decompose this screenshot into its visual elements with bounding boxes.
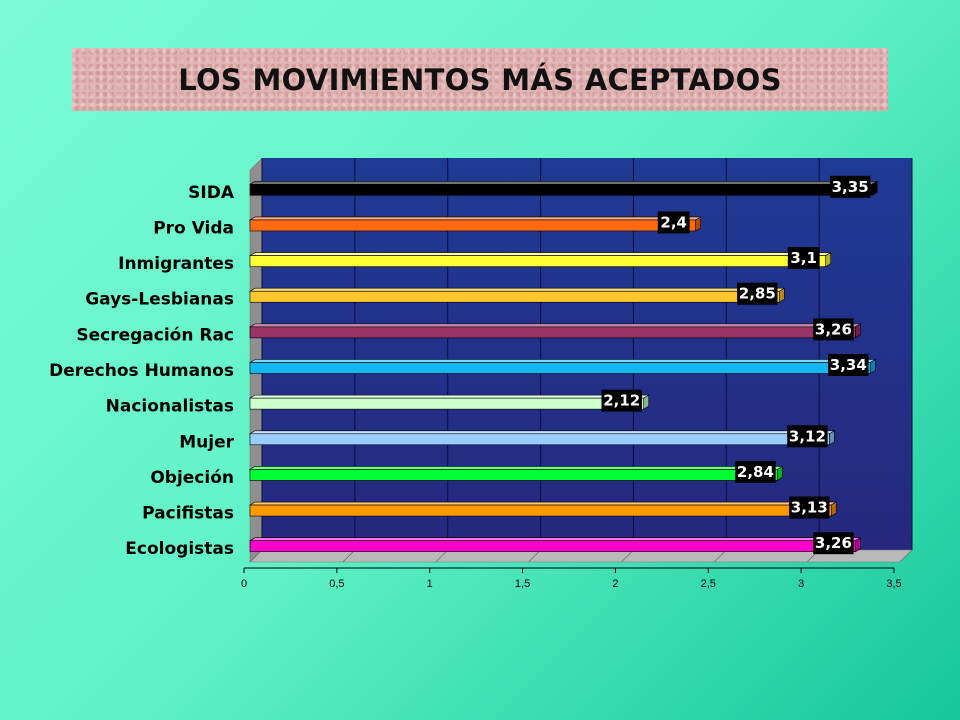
value-label-box	[787, 425, 828, 448]
category-labels: SIDA Pro Vida Inmigrantes Gays-Lesbianas Sec…	[49, 183, 235, 559]
x-tick-label: 1,5	[515, 578, 530, 590]
bar	[248, 180, 879, 196]
value-label: 3,12	[789, 427, 826, 445]
grid-floor-line	[528, 549, 541, 563]
value-label-box	[737, 282, 778, 305]
bar-top	[248, 287, 786, 292]
bar-end	[829, 430, 835, 446]
bar-top	[248, 181, 879, 185]
value-label: 3,26	[815, 534, 852, 552]
value-label-box	[813, 532, 854, 555]
bar-end	[778, 287, 785, 303]
bar	[248, 287, 786, 303]
bar-top	[248, 394, 650, 399]
bar	[248, 430, 836, 446]
category-label: Pro Vida	[153, 218, 234, 238]
bar-end	[825, 252, 832, 268]
grid-floor-line	[714, 549, 727, 563]
bar	[248, 465, 784, 481]
x-tick-label: 3,5	[886, 578, 901, 590]
bar-end	[777, 465, 783, 481]
bar-end	[643, 394, 650, 410]
category-label: Nacionalistas	[106, 397, 234, 417]
value-label: 2,4	[660, 213, 687, 231]
bar	[248, 537, 862, 553]
bar-front	[249, 255, 827, 267]
bar-top	[248, 430, 836, 435]
category-label: SIDA	[188, 183, 235, 203]
value-label: 3,26	[815, 320, 852, 338]
grid-floor-line	[249, 549, 263, 563]
bar-front	[249, 540, 856, 552]
bar-front	[249, 290, 780, 303]
bar-end	[855, 537, 861, 553]
x-tick-label: 3	[798, 578, 804, 590]
value-label: 3,34	[830, 356, 867, 374]
bar-top	[248, 537, 862, 541]
value-label: 2,12	[603, 392, 640, 410]
value-label-box	[787, 247, 820, 270]
bar-top	[248, 466, 784, 470]
category-label: Gays-Lesbianas	[85, 290, 234, 310]
bar-front	[249, 362, 871, 374]
bar	[248, 216, 702, 232]
grid-floor-line	[435, 549, 448, 563]
value-label-box	[657, 211, 690, 234]
value-label-box	[789, 496, 830, 519]
category-label: Objeción	[150, 468, 234, 488]
category-label: Pacifistas	[142, 504, 234, 524]
title-banner: LOS MOVIMIENTOS MÁS ACEPTADOS	[72, 48, 888, 111]
value-label: 2,84	[737, 463, 774, 481]
x-tick-label: 0,5	[329, 578, 344, 590]
value-label-box	[735, 460, 776, 483]
bar-end	[855, 323, 861, 339]
category-label: Inmigrantes	[118, 254, 234, 274]
category-label: Derechos Humanos	[49, 361, 234, 381]
x-tick-label: 2,5	[701, 578, 716, 590]
value-label: 3,1	[790, 249, 817, 267]
bar-front	[249, 219, 697, 232]
bar-front	[249, 326, 856, 339]
grid-floor-line	[621, 549, 634, 563]
category-label: Ecologistas	[125, 539, 234, 559]
bar	[248, 394, 650, 410]
x-axis: 0 0,5 1 1,5 2 2,5 3 3,5	[241, 567, 902, 590]
category-label: Secregación Rac	[76, 325, 234, 345]
bars	[248, 180, 879, 553]
bar-front	[249, 397, 645, 410]
value-label-box	[813, 318, 854, 341]
bar-front	[249, 184, 873, 196]
bar-top	[248, 501, 838, 506]
bar-top	[248, 359, 877, 363]
bar-top	[248, 323, 862, 328]
grid-floor-line	[342, 549, 356, 563]
value-label: 2,85	[739, 285, 776, 303]
bar-end	[869, 358, 876, 375]
value-label: 3,13	[791, 499, 828, 517]
x-tick-label: 2	[612, 578, 618, 590]
bar-front	[249, 469, 778, 481]
category-label: Mujer	[179, 432, 234, 452]
bar	[248, 252, 832, 268]
value-label-box	[829, 175, 871, 198]
value-label-box	[828, 354, 869, 376]
bar	[248, 358, 877, 375]
bar	[248, 501, 838, 517]
bar	[248, 323, 862, 339]
value-labels: 3,35 2,4 3,1 2,85 3,26 3,34 2,12 3,12 2,84 3,13 3,…	[601, 175, 871, 555]
bar-front	[249, 433, 830, 446]
bar-top	[248, 252, 832, 256]
bar-front	[249, 504, 832, 517]
chart-title: LOS MOVIMIENTOS MÁS ACEPTADOS	[178, 62, 782, 97]
x-tick-label: 1	[427, 578, 433, 590]
x-tick-label: 0	[241, 578, 247, 590]
value-label-box	[601, 389, 642, 412]
bar-end	[830, 501, 837, 517]
grid-floor-line	[899, 549, 913, 563]
bar-top	[248, 216, 702, 221]
bar-end	[695, 216, 702, 232]
bar-end	[871, 180, 878, 196]
value-label: 3,35	[832, 178, 869, 196]
